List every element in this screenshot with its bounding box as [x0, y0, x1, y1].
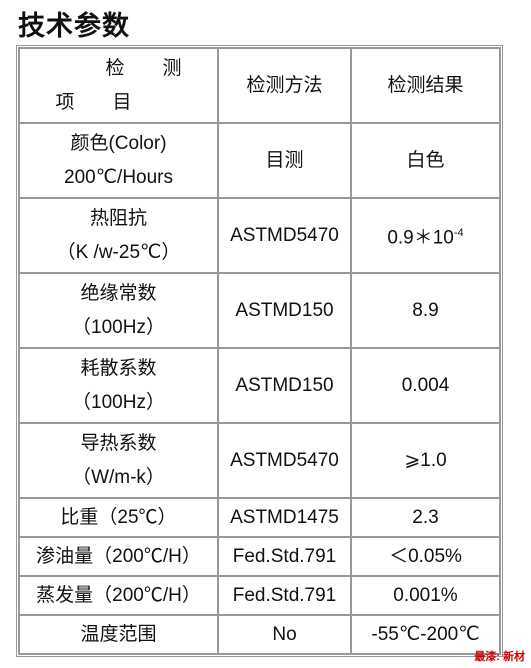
result-text: 8.9: [412, 299, 439, 321]
result-cell: 0.9＊10-4: [351, 198, 500, 273]
result-text: ⩾1.0: [404, 449, 447, 471]
item-cell: 蒸发量（200℃/H）: [19, 576, 218, 615]
result-cell: -55℃-200℃: [351, 615, 500, 654]
result-text: 0.004: [401, 374, 450, 396]
item-line: 耗散系数: [80, 357, 157, 379]
item-cell: 导热系数 （W/m-k）: [19, 423, 218, 498]
method-cell: ASTMD150: [218, 273, 351, 348]
item-line: 温度范围: [80, 623, 157, 645]
header-row: 检 测项 目 检测方法 检测结果: [19, 48, 500, 123]
header-cell: 检测方法: [218, 48, 351, 123]
method-cell: ASTMD150: [218, 348, 351, 423]
row: 颜色(Color) 200℃/Hours 目测 白色: [19, 123, 500, 198]
item-line: 热阻抗: [89, 207, 147, 229]
item-line: 蒸发量（200℃/H）: [36, 584, 201, 606]
result-text: 白色: [406, 149, 445, 171]
item-line: （100Hz）: [72, 391, 165, 413]
method-cell: ASTMD5470: [218, 423, 351, 498]
header-cell: 检 测项 目: [19, 48, 218, 123]
item-line: 比重（25℃）: [60, 506, 177, 528]
item-line: 渗油量（200℃/H）: [36, 545, 201, 567]
result-text: -55℃-200℃: [371, 623, 480, 645]
result-cell: 白色: [351, 123, 500, 198]
item-line: （100Hz）: [72, 316, 165, 338]
item-line: 颜色(Color): [70, 132, 167, 154]
item-line: 200℃/Hours: [64, 166, 173, 188]
item-cell: 绝缘常数 （100Hz）: [19, 273, 218, 348]
row: 比重（25℃） ASTMD1475 2.3: [19, 498, 500, 537]
method-cell: Fed.Std.791: [218, 537, 351, 576]
result-text: ＜0.05%: [389, 545, 462, 567]
method-cell: ASTMD1475: [218, 498, 351, 537]
item-line: （K /w-25℃）: [56, 241, 181, 263]
watermark: 最漆: 新材: [474, 651, 525, 663]
item-line: 导热系数: [80, 432, 157, 454]
item-cell: 颜色(Color) 200℃/Hours: [19, 123, 218, 198]
item-cell: 渗油量（200℃/H）: [19, 537, 218, 576]
spec-table: 检 测项 目 检测方法 检测结果 颜色(Color) 200℃/Hours 目测 白色…: [16, 45, 503, 657]
header-line: 检 测: [105, 57, 182, 79]
row: 蒸发量（200℃/H） Fed.Std.791 0.001%: [19, 576, 500, 615]
result-text: 2.3: [412, 506, 439, 528]
result-text: 0.9＊10: [387, 227, 454, 249]
result-text: 0.001%: [393, 584, 458, 606]
result-cell: ⩾1.0: [351, 423, 500, 498]
result-cell: 0.004: [351, 348, 500, 423]
row: 渗油量（200℃/H） Fed.Std.791 ＜0.05%: [19, 537, 500, 576]
result-exponent: -4: [453, 226, 464, 239]
result-cell: 8.9: [351, 273, 500, 348]
item-cell: 耗散系数 （100Hz）: [19, 348, 218, 423]
item-cell: 温度范围: [19, 615, 218, 654]
header-line: 项 目: [55, 91, 132, 113]
table-body: 检 测项 目 检测方法 检测结果 颜色(Color) 200℃/Hours 目测 白色…: [19, 48, 500, 654]
result-cell: 0.001%: [351, 576, 500, 615]
row: 耗散系数 （100Hz） ASTMD150 0.004: [19, 348, 500, 423]
row: 导热系数 （W/m-k） ASTMD5470 ⩾1.0: [19, 423, 500, 498]
method-cell: 目测: [218, 123, 351, 198]
item-cell: 热阻抗 （K /w-25℃）: [19, 198, 218, 273]
row: 温度范围 No -55℃-200℃: [19, 615, 500, 654]
method-cell: Fed.Std.791: [218, 576, 351, 615]
header-cell: 检测结果: [351, 48, 500, 123]
item-line: （W/m-k）: [72, 466, 165, 488]
row: 热阻抗 （K /w-25℃） ASTMD5470 0.9＊10-4: [19, 198, 500, 273]
item-line: 绝缘常数: [80, 282, 157, 304]
result-cell: 2.3: [351, 498, 500, 537]
method-cell: No: [218, 615, 351, 654]
result-cell: ＜0.05%: [351, 537, 500, 576]
method-cell: ASTMD5470: [218, 198, 351, 273]
item-cell: 比重（25℃）: [19, 498, 218, 537]
row: 绝缘常数 （100Hz） ASTMD150 8.9: [19, 273, 500, 348]
title: 技术参数: [18, 11, 130, 41]
